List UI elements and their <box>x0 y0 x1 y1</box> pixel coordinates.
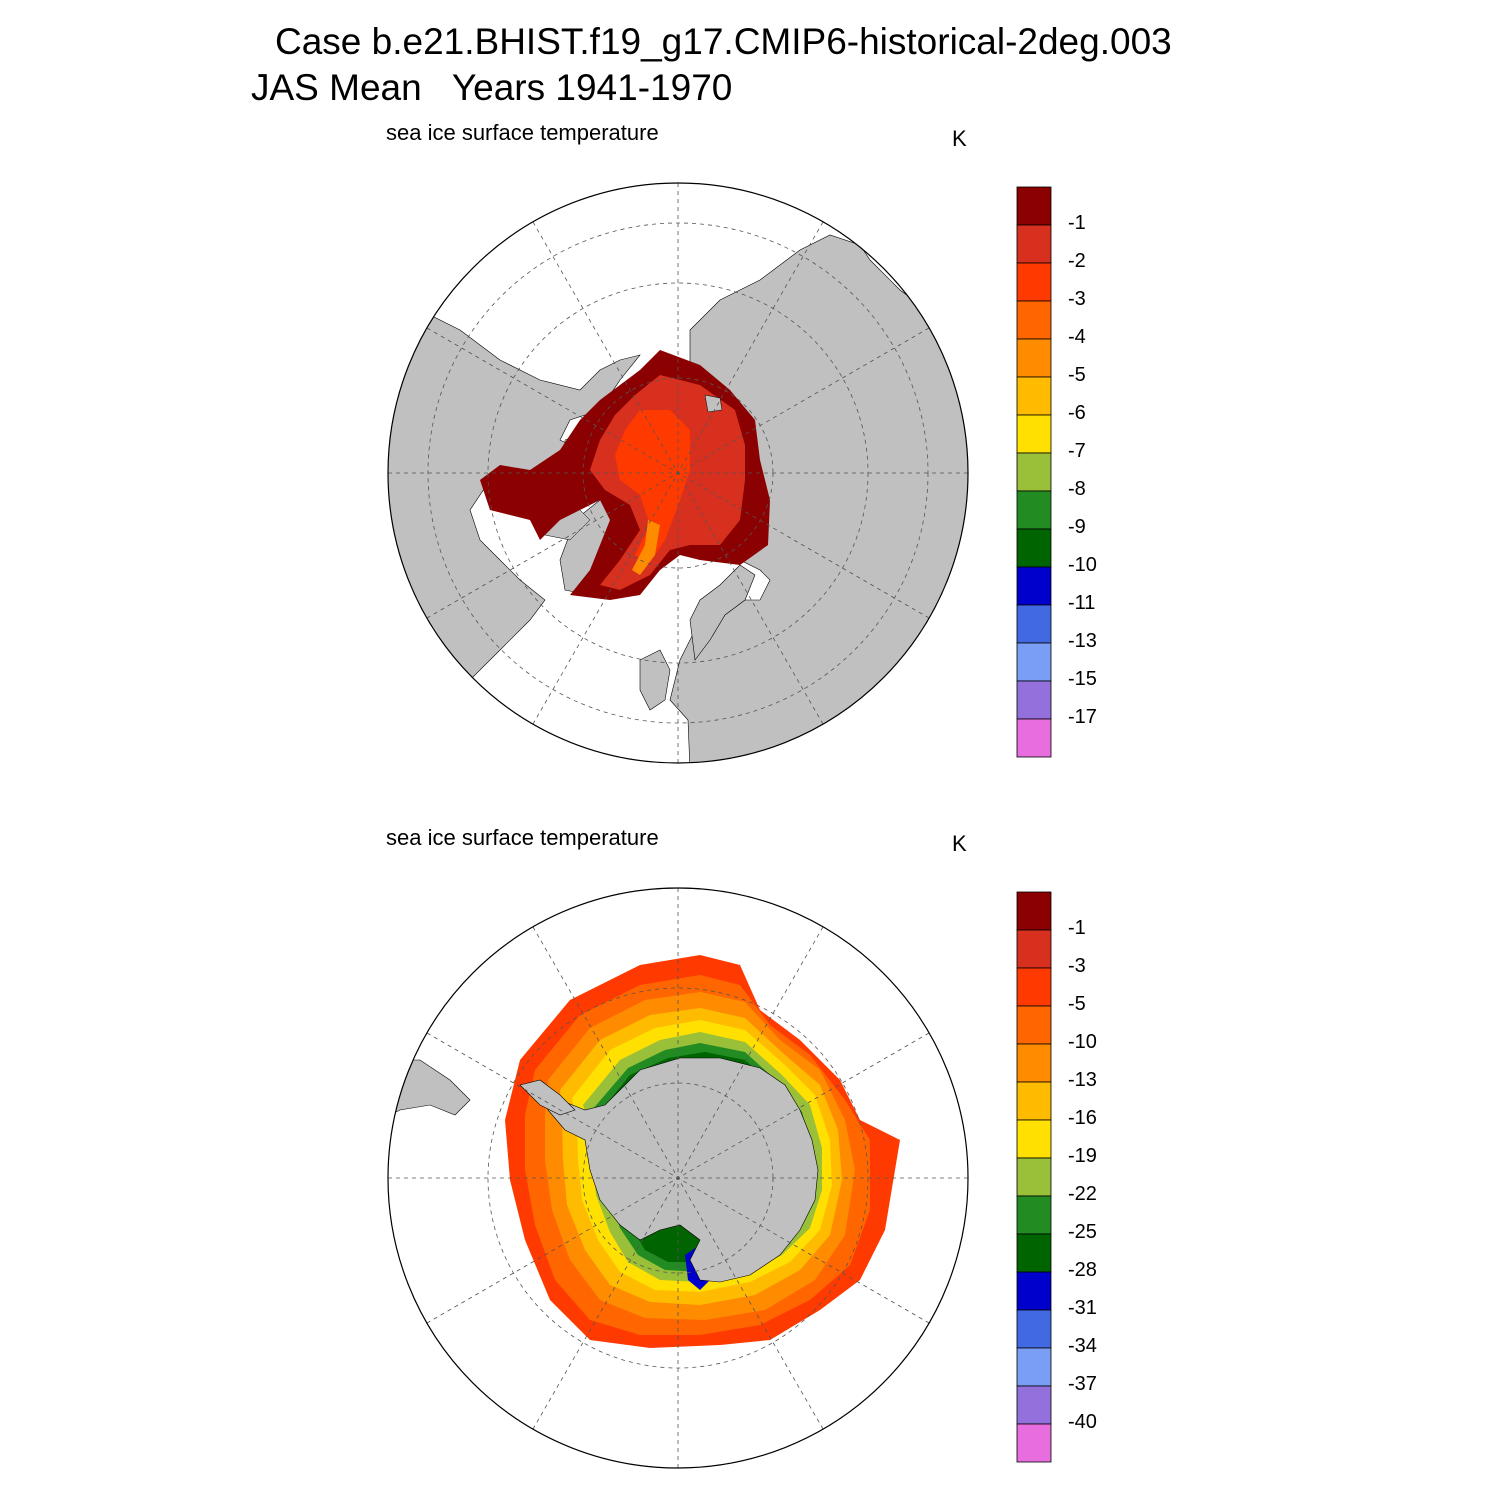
sh-colorbar-swatch <box>1016 891 1052 931</box>
sh-colorbar-swatch <box>1016 1423 1052 1463</box>
nh-colorbar-swatch <box>1016 528 1052 568</box>
nh-colorbar-swatch <box>1016 262 1052 302</box>
nh-land-svalbard <box>704 394 723 413</box>
nh-colorbar-swatch <box>1016 718 1052 758</box>
sh-units-label: K <box>952 831 967 856</box>
nh-colorbar-label: -10 <box>1068 554 1097 576</box>
sh-graticule <box>388 888 968 1468</box>
sh-colorbar-label: -31 <box>1068 1297 1097 1319</box>
sh-colorbar-swatch <box>1016 967 1052 1007</box>
nh-colorbar-label: -13 <box>1068 630 1097 652</box>
nh-colorbar-swatch <box>1016 414 1052 454</box>
sh-plot-title: sea ice surface temperature <box>386 825 659 850</box>
nh-colorbar-label: -4 <box>1068 326 1086 348</box>
nh-colorbar-label: -6 <box>1068 402 1086 424</box>
nh-colorbar-swatch <box>1016 186 1052 226</box>
sh-colorbar-label: -1 <box>1068 917 1086 939</box>
nh-colorbar-swatch <box>1016 490 1052 530</box>
sh-colorbar-swatch <box>1016 1233 1052 1273</box>
sh-colorbar-swatch <box>1016 1005 1052 1045</box>
nh-colorbar-label: -3 <box>1068 288 1086 310</box>
nh-colorbar-swatch <box>1016 452 1052 492</box>
nh-colorbar-label: -7 <box>1068 440 1086 462</box>
nh-colorbar-label: -15 <box>1068 668 1097 690</box>
nh-plot-title: sea ice surface temperature <box>386 120 659 145</box>
sh-colorbar-swatch <box>1016 1157 1052 1197</box>
nh-sea-ice-edge <box>632 520 660 575</box>
nh-colorbar-swatch <box>1016 376 1052 416</box>
sh-land-peninsula <box>519 1079 576 1116</box>
sh-colorbar-label: -19 <box>1068 1145 1097 1167</box>
nh-colorbar-swatch <box>1016 680 1052 720</box>
nh-colorbar-swatch <box>1016 224 1052 264</box>
sh-colorbar-swatch <box>1016 1081 1052 1121</box>
sh-colorbar-swatch <box>1016 1043 1052 1083</box>
nh-map-border <box>387 182 969 764</box>
sh-colorbar-swatch <box>1016 929 1052 969</box>
sh-polar-map <box>387 887 1052 1469</box>
nh-colorbar-label: -17 <box>1068 706 1097 728</box>
sh-colorbar <box>1016 891 1052 1463</box>
sh-colorbar-label: -28 <box>1068 1259 1097 1281</box>
sh-colorbar-label: -40 <box>1068 1411 1097 1433</box>
nh-colorbar-label: -2 <box>1068 250 1086 272</box>
nh-graticule <box>388 183 968 763</box>
nh-land-british-isles <box>639 649 671 711</box>
nh-units-label: K <box>952 126 967 151</box>
nh-colorbar-swatch <box>1016 566 1052 606</box>
nh-colorbar-swatch <box>1016 300 1052 340</box>
sh-colorbar-label: -13 <box>1068 1069 1097 1091</box>
sh-colorbar-label: -25 <box>1068 1221 1097 1243</box>
nh-colorbar-swatch <box>1016 604 1052 644</box>
nh-colorbar-label: -5 <box>1068 364 1086 386</box>
sh-colorbar-label: -22 <box>1068 1183 1097 1205</box>
sh-map-border <box>387 887 969 1469</box>
nh-polar-map <box>387 182 1052 764</box>
sh-colorbar-label: -37 <box>1068 1373 1097 1395</box>
nh-land-scandinavia <box>689 564 756 661</box>
sh-colorbar-swatch <box>1016 1385 1052 1425</box>
nh-colorbar-label: -8 <box>1068 478 1086 500</box>
nh-colorbar <box>1016 186 1052 758</box>
figure-title-case: Case b.e21.BHIST.f19_g17.CMIP6-historica… <box>275 21 1172 62</box>
nh-colorbar-label: -11 <box>1068 592 1096 614</box>
sh-colorbar-label: -16 <box>1068 1107 1097 1129</box>
nh-colorbar-label: -1 <box>1068 212 1086 234</box>
nh-colorbar-swatch <box>1016 642 1052 682</box>
sh-colorbar-label: -3 <box>1068 955 1086 977</box>
sh-colorbar-label: -34 <box>1068 1335 1097 1357</box>
sh-colorbar-swatch <box>1016 1195 1052 1235</box>
sh-colorbar-swatch <box>1016 1347 1052 1387</box>
sh-colorbar-swatch <box>1016 1309 1052 1349</box>
nh-sea-ice-core <box>615 410 690 565</box>
nh-colorbar-swatch <box>1016 338 1052 378</box>
sh-colorbar-swatch <box>1016 1119 1052 1159</box>
figure-title-period: JAS Mean Years 1941-1970 <box>251 67 733 108</box>
sh-colorbar-label: -5 <box>1068 993 1086 1015</box>
sh-colorbar-swatch <box>1016 1271 1052 1311</box>
nh-colorbar-label: -9 <box>1068 516 1086 538</box>
sh-colorbar-label: -10 <box>1068 1031 1097 1053</box>
